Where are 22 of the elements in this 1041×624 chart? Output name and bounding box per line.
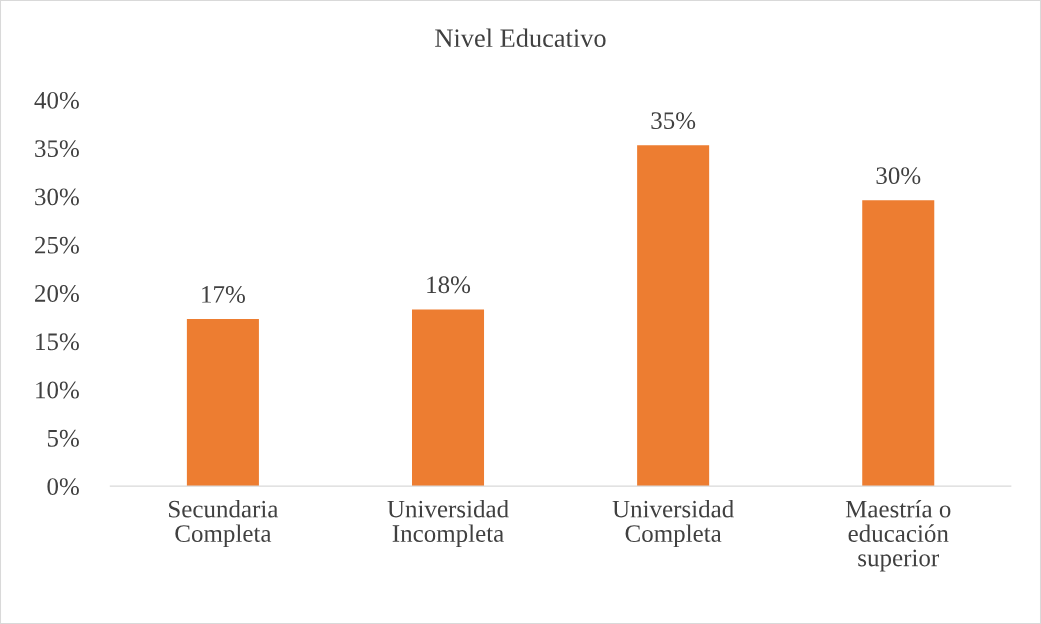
y-tick-label: 30%	[35, 188, 79, 206]
x-tick-label: Maestría o educación superior	[845, 499, 951, 572]
chart-title: Nivel Educativo	[435, 28, 606, 48]
bar	[637, 145, 710, 487]
bar	[186, 319, 259, 487]
bar	[412, 309, 485, 487]
x-tick-label: Secundaria Completa	[169, 499, 279, 548]
y-tick-label: 20%	[35, 285, 79, 302]
x-tick-label: Universidad Completa	[612, 499, 734, 548]
y-tick-label: 0%	[47, 478, 79, 496]
y-tick-label: 15%	[36, 333, 79, 351]
bar	[862, 200, 935, 487]
data-label: 35%	[651, 112, 696, 130]
data-label: 30%	[876, 167, 921, 185]
data-label: 18%	[427, 276, 471, 294]
y-tick-label: 25%	[35, 236, 79, 254]
y-tick-label: 35%	[35, 140, 79, 158]
y-tick-label: 40%	[34, 91, 79, 109]
y-tick-label: 5%	[47, 429, 79, 447]
y-tick-label: 10%	[36, 381, 79, 399]
data-label: 17%	[202, 285, 245, 303]
x-tick-label: Universidad Incompleta	[387, 499, 509, 548]
